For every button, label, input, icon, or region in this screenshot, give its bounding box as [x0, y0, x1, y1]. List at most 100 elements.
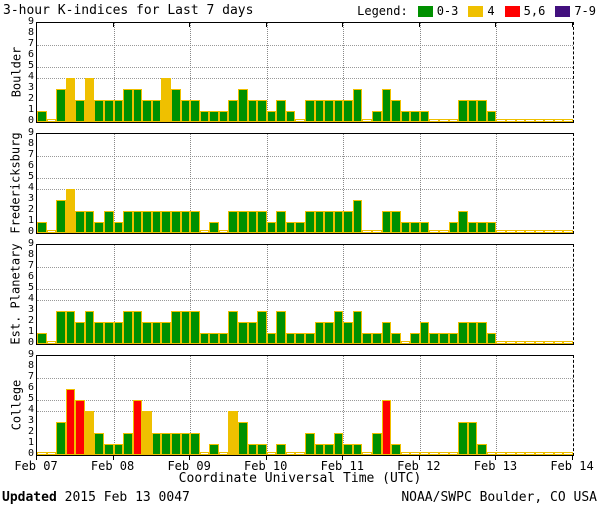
- k-index-bar: [362, 333, 372, 344]
- y-tick-label: 9: [27, 349, 34, 360]
- y-tick-label: 5: [27, 282, 34, 293]
- k-index-bar: [104, 100, 114, 122]
- day-gridline: [419, 23, 421, 122]
- k-index-bar: [525, 230, 535, 233]
- k4-gridline: [37, 411, 573, 412]
- k-index-bar: [161, 433, 171, 455]
- k-index-bar: [228, 411, 238, 455]
- y-tick-label: 2: [27, 93, 34, 104]
- day-gridline: [419, 245, 421, 344]
- k-index-bar: [534, 230, 545, 233]
- k-index-bar: [218, 111, 229, 122]
- k-index-bar: [410, 333, 420, 344]
- panel-est-planetary: [36, 244, 574, 345]
- day-gridline: [266, 245, 268, 344]
- k-index-bar: [458, 100, 468, 122]
- y-tick-label: 2: [27, 315, 34, 326]
- y-tick-label: 6: [27, 382, 34, 393]
- k-index-bar: [563, 230, 573, 233]
- k-index-bar: [352, 444, 363, 455]
- k-index-bar: [458, 211, 468, 233]
- k-index-bar: [209, 222, 219, 233]
- k-index-bar: [553, 119, 564, 122]
- k-index-bar: [419, 452, 430, 455]
- k-index-bar: [123, 433, 133, 455]
- k-index-bar: [161, 78, 171, 122]
- k-index-bar: [257, 100, 267, 122]
- k-index-bar: [209, 444, 219, 455]
- y-tick-label: 7: [27, 149, 34, 160]
- k-index-bar: [228, 100, 238, 122]
- k-index-bar: [161, 322, 171, 344]
- k-index-bar: [75, 100, 85, 122]
- y-tick-label: 5: [27, 60, 34, 71]
- y-tick-label: 3: [27, 304, 34, 315]
- day-gridline: [343, 245, 345, 344]
- k-index-bar: [467, 222, 478, 233]
- k-index-bar: [295, 452, 305, 455]
- k-index-bar: [199, 111, 210, 122]
- x-axis-tick: [265, 456, 267, 460]
- k-index-bar: [343, 211, 353, 233]
- k-index-bar: [477, 322, 487, 344]
- k-index-bar: [94, 322, 104, 344]
- y-tick-label: 4: [27, 182, 34, 193]
- k-index-bar: [410, 222, 420, 233]
- k-index-bar: [381, 89, 392, 122]
- k-index-bar: [496, 230, 506, 233]
- k-index-bar: [65, 311, 76, 344]
- k-index-bar: [515, 341, 526, 344]
- k-index-bar: [525, 341, 535, 344]
- top-axis-tick: [495, 23, 497, 27]
- y-tick-label: 4: [27, 404, 34, 415]
- x-tick-label: Feb 14: [550, 459, 594, 473]
- k-index-bar: [104, 444, 114, 455]
- y-tick-label: 9: [27, 127, 34, 138]
- k-index-bar: [65, 78, 76, 122]
- k-index-bar: [218, 230, 229, 233]
- k-index-bar: [458, 322, 468, 344]
- k-index-bar: [218, 333, 229, 344]
- k-index-bar: [439, 452, 449, 455]
- k-index-bar: [439, 230, 449, 233]
- k-index-bar: [324, 100, 334, 122]
- k-index-bar: [429, 230, 439, 233]
- k4-gridline: [37, 300, 573, 301]
- k-index-bar: [142, 411, 152, 455]
- k-index-bar: [486, 111, 497, 122]
- legend-item-5-6: 5,6: [504, 4, 545, 18]
- top-axis-tick: [189, 23, 191, 27]
- legend-swatch-icon: [468, 5, 484, 17]
- legend-swatch-icon: [555, 5, 571, 17]
- k-index-bar: [180, 433, 191, 455]
- k-index-bar: [190, 311, 200, 344]
- k-index-bar: [161, 211, 171, 233]
- legend-item-label: 4: [487, 4, 495, 18]
- y-tick-label: 8: [27, 360, 34, 371]
- y-tick-label: 1: [27, 326, 34, 337]
- x-axis-label: Coordinate Universal Time (UTC): [178, 471, 422, 486]
- k-index-bar: [400, 452, 411, 455]
- k-index-bar: [75, 400, 85, 455]
- k-index-bar: [84, 411, 95, 455]
- k-index-bar: [400, 111, 411, 122]
- k-index-bar: [94, 433, 104, 455]
- k-index-bar: [266, 333, 277, 344]
- day-gridline: [419, 134, 421, 233]
- k5-gridline: [37, 67, 573, 68]
- y-tick-label: 0: [27, 226, 34, 237]
- y-tick-label: 7: [27, 38, 34, 49]
- k-index-bar: [132, 400, 143, 455]
- k-index-bar: [534, 119, 545, 122]
- k-index-bar: [151, 100, 162, 122]
- y-tick-label: 8: [27, 27, 34, 38]
- y-tick-label: 6: [27, 160, 34, 171]
- day-gridline: [113, 134, 115, 233]
- day-gridline: [190, 23, 192, 122]
- k-index-bar: [104, 322, 114, 344]
- x-tick-label: Feb 07: [14, 459, 58, 473]
- k-index-bar: [238, 322, 248, 344]
- k-index-bar: [151, 211, 162, 233]
- x-tick-label: Feb 12: [397, 459, 441, 473]
- k-index-bar: [75, 322, 85, 344]
